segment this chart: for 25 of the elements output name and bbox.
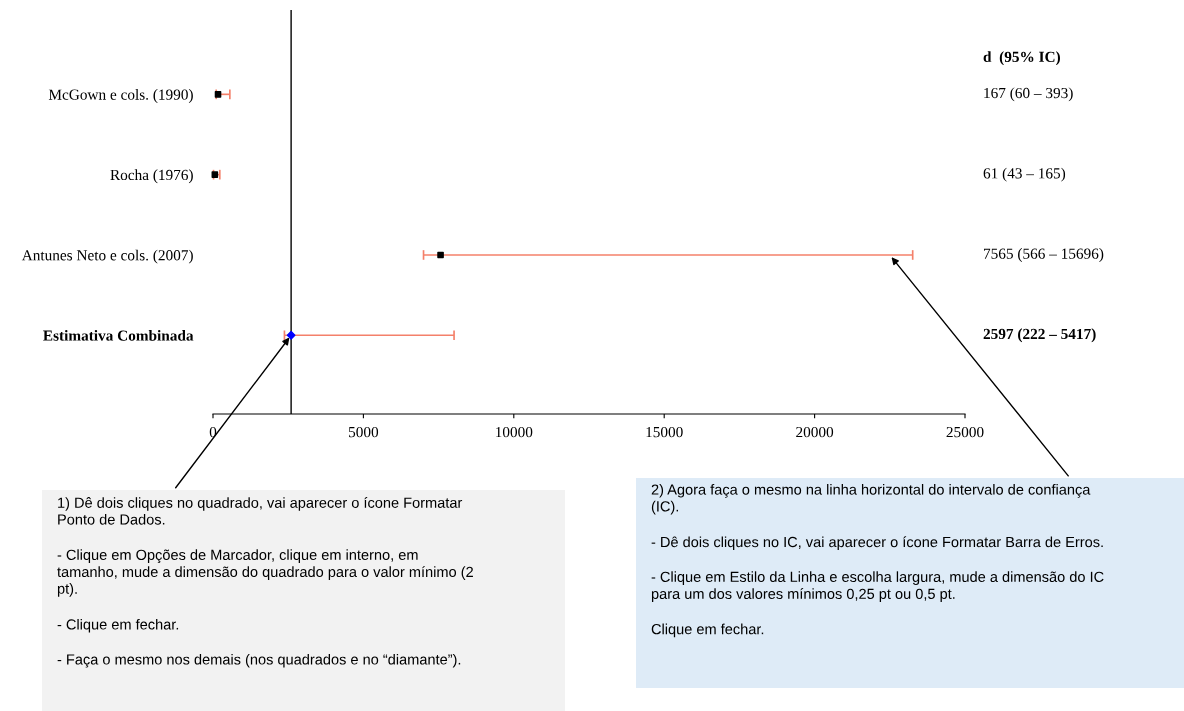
x-tick-label: 15000 bbox=[646, 426, 683, 438]
x-tick-label: 20000 bbox=[796, 426, 834, 438]
annotation: 2) Agora faça o mesmo na linha horizontal do intervalo de confiança (IC). bbox=[651, 484, 1091, 515]
annotation: 1) Dê dois cliques no quadrado, vai aparecer o ícone Formatar Ponto de Dados. bbox=[58, 497, 463, 525]
text: d (95% IC) bbox=[983, 51, 1060, 66]
x-tick-label: 5000 bbox=[349, 426, 379, 438]
text: 61 (43 – 165) bbox=[983, 167, 1066, 182]
point bbox=[214, 91, 222, 98]
text: - Faça o mesmo nos demais (nos quadrados e no “diamante”). bbox=[57, 653, 461, 668]
text: 167 (60 – 393) bbox=[984, 87, 1073, 102]
y-tick-label: Rocha (1976) bbox=[110, 169, 193, 184]
y-tick-label: Estimativa Combinada bbox=[43, 329, 194, 341]
text: 7565 (566 – 15696) bbox=[984, 248, 1104, 262]
text: - Clique em Estilo da Linha e escolha largura, mude a dimensão do IC para um dos valores mínimos 0,25 pt ou 0,5 pt. bbox=[651, 571, 1104, 602]
x-tick-label: 0 bbox=[209, 426, 217, 438]
text: Clique em fechar. bbox=[651, 623, 764, 638]
y-tick-label: McGown e cols. (1990) bbox=[48, 89, 193, 103]
y-tick-label: Antunes Neto e cols. (2007) bbox=[21, 249, 193, 264]
text: - Clique em Opções de Marcador, clique em interno, em tamanho, mude a dimensão do quadrado para o valor mínimo (2 pt). bbox=[57, 549, 473, 597]
x-tick-label: 25000 bbox=[946, 426, 984, 438]
point bbox=[437, 251, 444, 259]
text: 2597 (222 – 5417) bbox=[983, 328, 1096, 343]
text: - Dê dois cliques no IC, vai aparecer o ícone Formatar Barra de Erros. bbox=[651, 536, 1103, 551]
text: - Clique em fechar. bbox=[57, 618, 179, 633]
x-tick-label: 10000 bbox=[496, 426, 533, 438]
